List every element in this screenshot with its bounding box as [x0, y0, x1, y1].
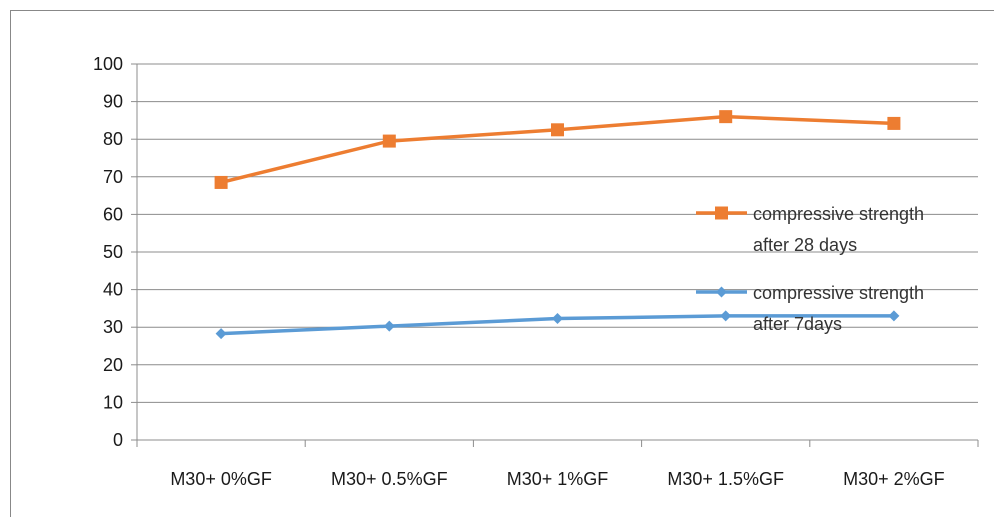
data-point — [720, 310, 732, 322]
legend-label: compressive strength — [753, 204, 924, 224]
legend-label: compressive strength — [753, 283, 924, 303]
x-tick-label: M30+ 0%GF — [170, 469, 272, 489]
legend-marker — [715, 206, 728, 220]
x-tick-label: M30+ 1.5%GF — [667, 469, 784, 489]
y-tick-label: 40 — [103, 280, 123, 300]
x-tick-label: M30+ 1%GF — [507, 469, 609, 489]
legend-label: after 28 days — [753, 235, 857, 255]
legend-marker — [716, 286, 727, 298]
series-1 — [214, 110, 901, 189]
data-point — [888, 310, 900, 322]
y-tick-label: 50 — [103, 242, 123, 262]
y-tick-label: 60 — [103, 204, 123, 224]
y-tick-label: 0 — [113, 430, 123, 450]
legend-entry-1: compressive strength after 28 days — [696, 204, 924, 255]
y-tick-label: 80 — [103, 129, 123, 149]
legend-entry-2: compressive strength after 7days — [696, 283, 924, 334]
data-point — [552, 313, 563, 325]
x-tick-label: M30+ 0.5%GF — [331, 469, 448, 489]
data-point — [383, 320, 395, 332]
data-point — [551, 123, 564, 137]
y-tick-label: 10 — [103, 392, 123, 412]
data-point — [887, 116, 901, 130]
data-point — [215, 328, 227, 340]
legend-label: after 7days — [753, 314, 842, 334]
y-tick-label: 100 — [93, 54, 123, 74]
series-lines — [214, 110, 901, 340]
data-point — [719, 110, 733, 124]
data-point — [382, 134, 396, 148]
axes: 0 10 20 30 40 50 60 70 80 90 100 M30+ 0%GF M30+ 0.5%… — [93, 54, 979, 489]
data-point — [214, 175, 228, 189]
y-tick-label: 90 — [103, 92, 123, 112]
y-tick-label: 70 — [103, 167, 123, 187]
x-tick-label: M30+ 2%GF — [843, 469, 945, 489]
chart-area — [10, 10, 994, 517]
y-tick-label: 30 — [103, 317, 123, 337]
series-2 — [215, 310, 900, 340]
y-tick-label: 20 — [103, 355, 123, 375]
